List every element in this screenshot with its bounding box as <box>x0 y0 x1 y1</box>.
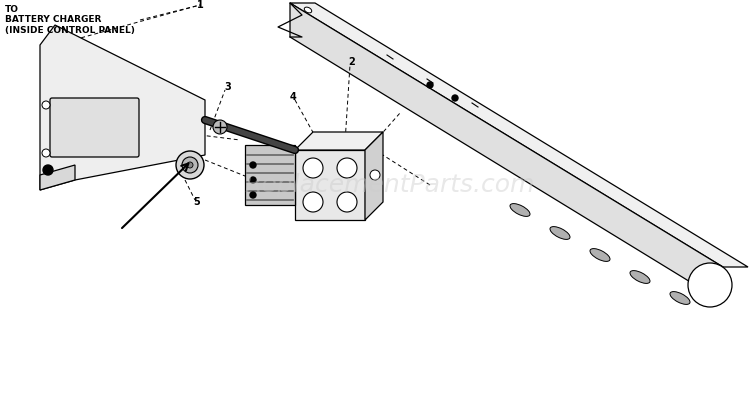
Circle shape <box>452 95 458 101</box>
Text: TO
BATTERY CHARGER
(INSIDE CONTROL PANEL): TO BATTERY CHARGER (INSIDE CONTROL PANEL… <box>5 5 135 35</box>
Polygon shape <box>365 132 383 220</box>
Text: ReplacementParts.com: ReplacementParts.com <box>244 173 536 197</box>
Circle shape <box>42 101 50 109</box>
Polygon shape <box>40 25 205 190</box>
Circle shape <box>42 149 50 157</box>
Ellipse shape <box>304 7 312 13</box>
Circle shape <box>176 151 204 179</box>
Polygon shape <box>295 150 365 220</box>
Polygon shape <box>290 3 748 267</box>
Ellipse shape <box>630 271 650 283</box>
Circle shape <box>303 158 323 178</box>
Ellipse shape <box>510 203 530 216</box>
Polygon shape <box>40 165 75 190</box>
Text: 5: 5 <box>194 197 200 207</box>
Circle shape <box>43 165 53 175</box>
Circle shape <box>370 170 380 180</box>
Circle shape <box>337 192 357 212</box>
Circle shape <box>427 82 433 88</box>
Ellipse shape <box>590 248 610 261</box>
Polygon shape <box>290 3 723 302</box>
Text: 1: 1 <box>196 0 203 10</box>
Polygon shape <box>295 132 383 150</box>
Text: 3: 3 <box>225 82 231 92</box>
Circle shape <box>303 192 323 212</box>
Text: 4: 4 <box>290 92 296 102</box>
FancyBboxPatch shape <box>50 98 139 157</box>
Circle shape <box>250 162 256 168</box>
Circle shape <box>250 177 256 183</box>
Circle shape <box>337 158 357 178</box>
Circle shape <box>187 162 193 168</box>
Circle shape <box>688 263 732 307</box>
Ellipse shape <box>670 292 690 305</box>
Circle shape <box>213 120 227 134</box>
Text: 2: 2 <box>349 57 355 67</box>
Ellipse shape <box>550 227 570 239</box>
Circle shape <box>250 192 256 198</box>
Circle shape <box>182 157 198 173</box>
Polygon shape <box>245 145 295 205</box>
